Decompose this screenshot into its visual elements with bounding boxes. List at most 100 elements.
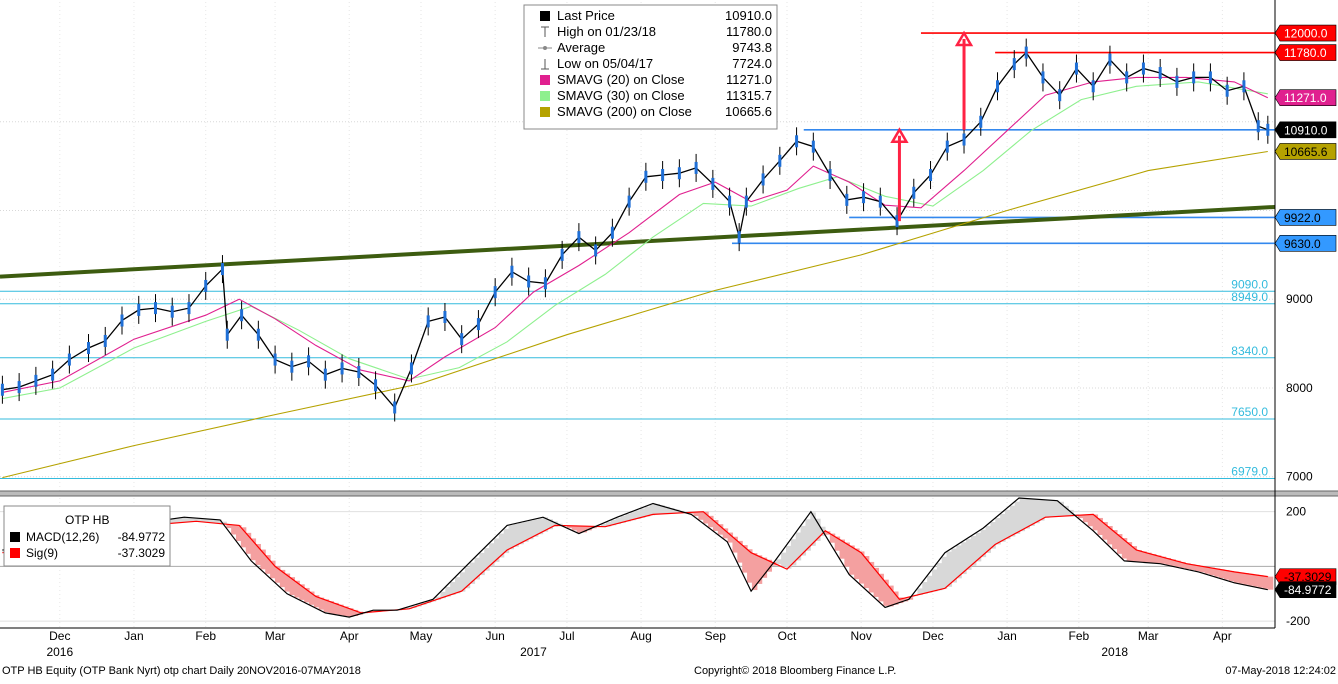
macd-fill xyxy=(942,557,947,589)
price-bar-body xyxy=(577,231,580,243)
legend-swatch xyxy=(540,11,550,21)
price-bar-body xyxy=(963,134,966,146)
macd-fill xyxy=(1024,498,1029,528)
month-label: Oct xyxy=(778,629,797,643)
price-bar-body xyxy=(341,362,344,374)
year-label: 2016 xyxy=(46,645,73,659)
macd-fill xyxy=(1234,572,1239,583)
price-bar-body xyxy=(594,244,597,256)
macd-fill xyxy=(1253,575,1258,587)
footer-center: Copyright© 2018 Bloomberg Finance L.P. xyxy=(694,665,896,677)
price-bar-body xyxy=(374,379,377,391)
price-bar-body xyxy=(1041,71,1044,83)
macd-fill xyxy=(874,568,879,597)
macd-fill xyxy=(474,558,479,580)
level-label: 6979.0 xyxy=(1231,465,1268,479)
price-bar-body xyxy=(745,196,748,208)
price-bar-body xyxy=(1013,58,1016,70)
macd-fill xyxy=(869,562,874,593)
legend-label: Last Price xyxy=(557,8,615,23)
macd-fill xyxy=(694,512,699,516)
price-bar-body xyxy=(1108,54,1111,66)
price-tick-label: 8000 xyxy=(1286,381,1313,395)
footer-right: 07-May-2018 12:24:02 xyxy=(1225,665,1336,677)
macd-fill xyxy=(518,523,523,544)
price-bar-body xyxy=(87,342,90,354)
price-bar-body xyxy=(711,178,714,190)
legend-label: High on 01/23/18 xyxy=(557,24,656,39)
price-bar-body xyxy=(494,286,497,298)
price-bar-body xyxy=(829,169,832,181)
macd-fill xyxy=(1268,577,1273,590)
macd-legend-value: -84.9772 xyxy=(118,530,166,544)
price-bar-body xyxy=(661,169,664,181)
price-tag-text: 10910.0 xyxy=(1284,123,1328,137)
price-bar-body xyxy=(187,302,190,314)
macd-fill xyxy=(956,545,961,578)
macd-fill xyxy=(1000,514,1005,542)
macd-fill xyxy=(776,559,781,564)
price-bar-body xyxy=(929,169,932,181)
macd-tag-text: -84.9772 xyxy=(1284,583,1332,597)
level-label: 8949.0 xyxy=(1231,290,1268,304)
macd-fill xyxy=(1088,515,1093,527)
price-bar-body xyxy=(171,306,174,318)
macd-fill xyxy=(650,505,655,516)
price-bar-body xyxy=(393,401,396,413)
price-bar-body xyxy=(104,335,107,347)
macd-fill xyxy=(1243,573,1248,585)
price-bar-body xyxy=(1142,63,1145,75)
price-bar-body xyxy=(1209,71,1212,83)
macd-fill xyxy=(1224,570,1229,580)
month-label: Dec xyxy=(922,629,943,643)
price-bar-body xyxy=(1226,85,1229,97)
macd-legend-value: -37.3029 xyxy=(118,546,166,560)
level-label: 8340.0 xyxy=(1231,344,1268,358)
price-bar-body xyxy=(307,355,310,367)
price-bar-body xyxy=(979,116,982,128)
price-tag-text: 11780.0 xyxy=(1284,46,1327,60)
macd-fill xyxy=(723,528,728,538)
macd-fill xyxy=(1010,506,1015,537)
footer-left: OTP HB Equity (OTP Bank Nyrt) otp chart … xyxy=(2,665,361,677)
price-bar-body xyxy=(357,366,360,378)
price-bar-body xyxy=(695,162,698,174)
average-dot-icon xyxy=(543,46,547,50)
macd-fill xyxy=(1258,575,1263,587)
legend-label: Average xyxy=(557,40,605,55)
macd-fill xyxy=(1229,571,1234,581)
month-label: Jan xyxy=(124,629,143,643)
price-bar-body xyxy=(628,196,631,208)
price-tag-text: 9922.0 xyxy=(1284,211,1321,225)
month-label: Feb xyxy=(195,629,216,643)
price-bar-body xyxy=(274,354,277,366)
price-tag-text: 11271.0 xyxy=(1284,91,1327,105)
legend-value: 10910.0 xyxy=(725,8,772,23)
macd-fill xyxy=(1015,502,1020,534)
legend-swatch xyxy=(540,75,550,85)
price-bar-body xyxy=(862,191,865,203)
price-bar-body xyxy=(1175,76,1178,88)
macd-fill xyxy=(455,577,460,593)
macd-fill xyxy=(849,545,854,574)
price-bar-body xyxy=(34,375,37,387)
month-label: May xyxy=(410,629,433,643)
price-bar-body xyxy=(427,315,430,327)
month-label: Jul xyxy=(559,629,574,643)
price-bar-body xyxy=(738,231,741,243)
trendline-line xyxy=(0,207,1275,277)
price-bar-body xyxy=(728,196,731,208)
price-bar-body xyxy=(795,135,798,147)
price-bar-body xyxy=(527,275,530,287)
macd-fill xyxy=(728,533,733,543)
price-bar-body xyxy=(644,171,647,183)
macd-fill xyxy=(927,576,932,593)
macd-fill xyxy=(1005,510,1010,539)
price-bar-body xyxy=(257,329,260,341)
price-bar-body xyxy=(410,362,413,374)
